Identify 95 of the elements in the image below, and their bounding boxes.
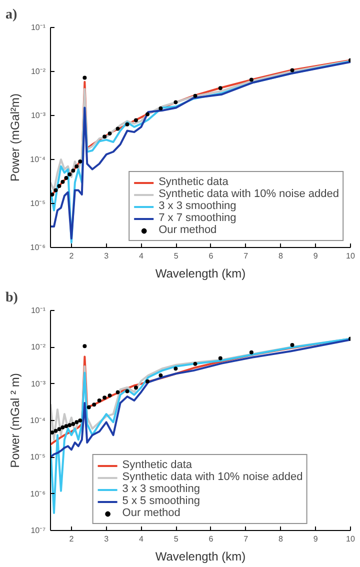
- x-tick-label: 10: [346, 534, 356, 544]
- point: [158, 373, 163, 378]
- point: [71, 168, 76, 173]
- point: [97, 398, 102, 403]
- y-tick-label: 10⁻³: [30, 111, 46, 120]
- point: [57, 184, 62, 188]
- point: [174, 100, 178, 104]
- point: [249, 78, 254, 82]
- point: [158, 106, 163, 110]
- legend-label: Our method: [158, 224, 217, 236]
- y-tick-label: 10⁻²: [30, 342, 46, 352]
- point: [193, 362, 198, 366]
- y-tick-label: 10⁻¹: [30, 23, 46, 32]
- point: [50, 430, 54, 435]
- point: [290, 342, 294, 347]
- chart-title: a): [6, 8, 18, 22]
- point: [145, 379, 150, 384]
- line-series: [50, 338, 350, 514]
- x-tick-label: 5: [174, 534, 179, 544]
- y-tick-label: 10⁻⁷: [30, 526, 46, 535]
- point: [64, 176, 68, 180]
- point: [71, 422, 76, 426]
- legend-label: 5 x 5 smoothing: [122, 495, 200, 507]
- point: [102, 396, 107, 400]
- x-tick-label: 3: [104, 534, 110, 544]
- point: [92, 402, 96, 407]
- point: [218, 356, 222, 360]
- y-tick-label: 10⁻¹: [30, 306, 46, 315]
- point: [68, 423, 72, 428]
- point: [60, 425, 65, 430]
- x-tick-label: 9: [313, 534, 318, 544]
- point: [50, 192, 54, 197]
- point: [102, 134, 107, 139]
- point: [108, 394, 112, 398]
- point: [82, 344, 87, 348]
- point: [108, 131, 112, 136]
- point: [290, 68, 294, 72]
- y-tick-label: 10⁻⁴: [30, 416, 46, 425]
- point: [57, 427, 62, 432]
- point: [54, 188, 58, 192]
- point: [174, 366, 178, 371]
- point: [116, 126, 120, 131]
- point: [74, 164, 79, 168]
- legend-label: 3 x 3 smoothing: [122, 483, 200, 495]
- point: [68, 172, 72, 176]
- point: [134, 118, 138, 122]
- x-axis-title: Wavelength (km): [155, 266, 246, 280]
- x-tick-label: 3: [104, 252, 110, 260]
- point: [78, 160, 82, 164]
- legend-label: Synthetic data: [122, 459, 192, 471]
- point: [134, 386, 138, 390]
- point: [82, 76, 87, 80]
- x-tick-label: 8: [278, 252, 284, 260]
- y-axis-title: Power (mGal²m): [8, 93, 22, 182]
- point: [125, 389, 130, 394]
- y-axis-title: Power (mGal ² m): [8, 373, 22, 468]
- point: [60, 180, 65, 184]
- y-tick-label: 10⁻⁵: [30, 199, 46, 208]
- x-tick-label: 7: [244, 534, 249, 544]
- point: [218, 86, 222, 90]
- x-tick-label: 10: [346, 252, 356, 260]
- point: [116, 390, 120, 394]
- y-tick-label: 10⁻⁴: [30, 155, 46, 164]
- legend-label: Synthetic data: [158, 176, 228, 188]
- point: [74, 420, 79, 424]
- point: [125, 122, 130, 126]
- point: [86, 405, 91, 410]
- point: [193, 94, 198, 98]
- legend-label: 3 x 3 smoothing: [158, 200, 236, 212]
- point: [78, 418, 82, 422]
- x-tick-label: 5: [174, 252, 179, 260]
- x-tick-label: 6: [208, 534, 214, 544]
- point: [145, 112, 150, 116]
- point: [54, 428, 58, 433]
- legend-label: 7 x 7 smoothing: [158, 212, 236, 224]
- x-tick-label: 2: [69, 534, 74, 544]
- chart-title: b): [6, 290, 18, 306]
- x-axis-title: Wavelength (km): [155, 550, 246, 564]
- x-tick-label: 4: [138, 252, 144, 260]
- y-tick-label: 10⁻³: [30, 379, 46, 388]
- y-tick-label: 10⁻²: [30, 67, 46, 76]
- legend-label: Synthetic data with 10% noise added: [122, 471, 303, 483]
- legend-label: Our method: [122, 507, 180, 519]
- point: [64, 424, 68, 428]
- x-tick-label: 4: [138, 534, 144, 544]
- y-tick-label: 10⁻⁶: [30, 243, 46, 252]
- point: [249, 350, 254, 354]
- x-tick-label: 9: [313, 252, 318, 260]
- y-tick-label: 10⁻⁵: [30, 452, 46, 462]
- x-tick-label: 2: [69, 252, 74, 260]
- legend-label: Synthetic data with 10% noise added: [158, 188, 339, 200]
- x-tick-label: 6: [208, 252, 214, 260]
- x-tick-label: 8: [278, 534, 284, 544]
- x-tick-label: 7: [244, 252, 249, 260]
- y-tick-label: 10⁻⁶: [30, 489, 46, 498]
